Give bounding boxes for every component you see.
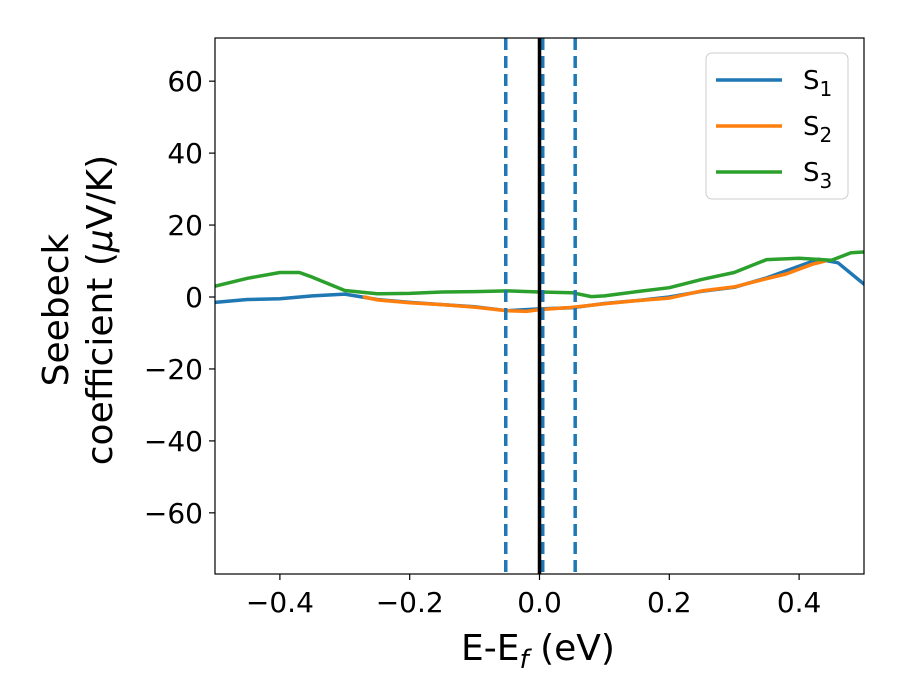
legend-label-s1: S1 <box>803 66 832 101</box>
y-axis-title-line2: coefficient (μV/K) <box>80 155 121 465</box>
y-tick-label: −60 <box>144 497 203 530</box>
y-axis-title: Seebeck coefficient (μV/K) <box>36 155 121 465</box>
series-line-s2 <box>362 259 827 314</box>
legend-label-s2: S2 <box>803 112 832 147</box>
y-axis-title-line1: Seebeck <box>36 233 77 386</box>
y-tick-label: −20 <box>144 353 203 386</box>
y-tick-label: −40 <box>144 425 203 458</box>
x-tick-label: 0.2 <box>647 586 692 619</box>
x-tick-label: −0.2 <box>376 586 444 619</box>
series-line-s3 <box>215 250 864 299</box>
x-tick-label: 0.0 <box>517 586 562 619</box>
x-axis-title: E-Ef (eV) <box>461 628 615 675</box>
legend-label-s3: S3 <box>803 158 832 193</box>
series-group <box>215 250 864 314</box>
legend: S1 S2 S3 <box>705 52 849 200</box>
x-tick-label: −0.4 <box>246 586 314 619</box>
axis-ticks: −0.4 −0.2 0.0 0.2 0.4 60 40 20 0 −20 −40 −60 <box>144 65 821 619</box>
y-tick-label: 60 <box>167 65 203 98</box>
y-tick-label: 0 <box>185 281 203 314</box>
y-tick-label: 20 <box>167 209 203 242</box>
y-tick-label: 40 <box>167 137 203 170</box>
x-tick-label: 0.4 <box>777 586 822 619</box>
